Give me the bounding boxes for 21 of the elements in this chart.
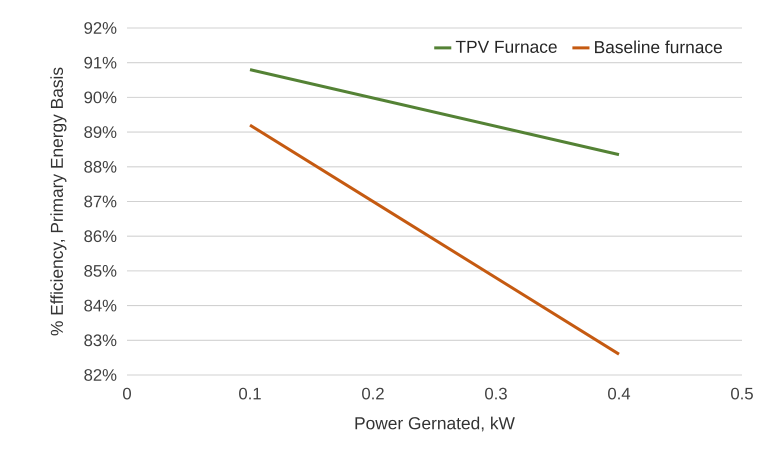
x-tick-label: 0.4 — [608, 388, 630, 400]
y-tick-label: 83% — [84, 334, 116, 346]
y-tick-label: 82% — [84, 369, 116, 381]
legend-label: TPV Furnace — [456, 40, 557, 53]
y-tick-label: 91% — [84, 56, 116, 69]
y-tick-label: 92% — [84, 22, 116, 34]
x-tick-label: 0 — [123, 388, 131, 400]
y-tick-label: 90% — [84, 92, 116, 104]
x-tick-label: 0.5 — [731, 388, 753, 400]
y-tick-label: 85% — [84, 265, 116, 277]
y-tick-label: 87% — [84, 196, 116, 208]
y-axis-title: % Efficiency, Primary Energy Basis — [50, 68, 66, 336]
x-tick-label: 0.2 — [362, 388, 384, 400]
y-tick-label: 89% — [84, 126, 116, 138]
y-tick-label: 86% — [84, 230, 116, 242]
legend-label: Baseline furnace — [595, 40, 722, 54]
y-tick-label: 84% — [84, 300, 116, 312]
x-axis-title: Power Gernated, kW — [355, 416, 515, 432]
y-tick-label: 88% — [84, 160, 116, 173]
x-tick-label: 0.3 — [485, 388, 507, 400]
x-tick-label: 0.1 — [239, 388, 261, 400]
